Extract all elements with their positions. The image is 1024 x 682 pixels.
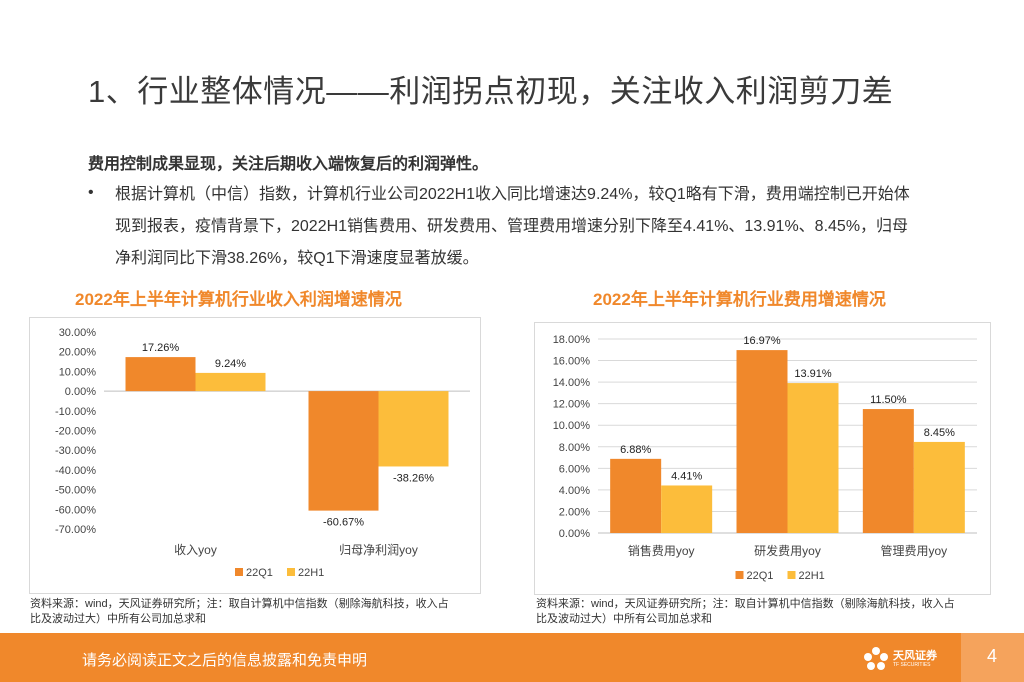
data-label: 17.26% bbox=[142, 342, 180, 354]
y-tick-label: 10.00% bbox=[59, 366, 97, 378]
bar-22H1-1 bbox=[787, 383, 839, 533]
data-label: 11.50% bbox=[870, 394, 907, 406]
bar-22H1-0 bbox=[195, 372, 266, 392]
data-label: 8.45% bbox=[924, 427, 955, 439]
data-label: 6.88% bbox=[620, 444, 651, 456]
y-tick-label: 14.00% bbox=[553, 377, 591, 389]
flower-logo-icon bbox=[864, 647, 888, 670]
category-label: 收入yoy bbox=[174, 543, 217, 557]
data-label: -60.67% bbox=[323, 517, 364, 529]
bar-22Q1-1 bbox=[736, 350, 788, 533]
y-tick-label: 16.00% bbox=[553, 356, 591, 368]
y-tick-label: -60.00% bbox=[55, 504, 96, 516]
page-tab bbox=[961, 633, 1024, 682]
y-tick-label: 2.00% bbox=[559, 506, 590, 518]
y-tick-label: -10.00% bbox=[55, 406, 96, 418]
category-label: 管理费用yoy bbox=[880, 543, 947, 558]
bar-22H1-0 bbox=[661, 485, 713, 533]
page-number: 4 bbox=[987, 646, 998, 666]
chart2-title: 2022年上半年计算机行业费用增速情况 bbox=[593, 290, 886, 309]
logo-name-en: TF SECURITIES bbox=[893, 662, 931, 668]
data-label: 4.41% bbox=[671, 470, 702, 482]
brand-logo: 天风证券 TF SECURITIES bbox=[862, 643, 942, 675]
y-tick-label: 8.00% bbox=[559, 442, 590, 454]
disclaimer-text: 请务必阅读正文之后的信息披露和免责申明 bbox=[82, 652, 368, 669]
y-tick-label: 0.00% bbox=[559, 528, 590, 540]
legend-label: 22Q1 bbox=[246, 567, 273, 579]
data-label: 13.91% bbox=[794, 368, 832, 380]
chart1-frame: 30.00% 20.00% 10.00% 0.00% -10.00% -20.00% -30… bbox=[29, 317, 481, 594]
legend-swatch-22H1 bbox=[287, 568, 295, 576]
y-tick-label: -70.00% bbox=[55, 524, 96, 536]
legend-swatch-22H1 bbox=[787, 571, 796, 579]
legend-label: 22H1 bbox=[799, 570, 825, 582]
chart1-svg: 30.00% 20.00% 10.00% 0.00% -10.00% -20.00% -30… bbox=[55, 327, 470, 579]
y-tick-label: 0.00% bbox=[65, 386, 96, 398]
logo-name-cn: 天风证券 bbox=[893, 650, 937, 662]
y-tick-label: -20.00% bbox=[55, 426, 96, 438]
y-tick-label: 12.00% bbox=[553, 399, 591, 411]
y-tick-label: 6.00% bbox=[559, 463, 590, 475]
bar-22Q1-1 bbox=[308, 391, 379, 511]
bullet-paragraph: 根据计算机（中信）指数，计算机行业公司2022H1收入同比增速达9.24%，较Q… bbox=[115, 186, 910, 267]
bar-22H1-1 bbox=[378, 391, 449, 467]
category-label: 归母净利润yoy bbox=[339, 543, 418, 557]
footer-bar: 请务必阅读正文之后的信息披露和免责申明 天风证券 TF SECURITIES 4 bbox=[0, 633, 1024, 682]
chart2-svg: 18.00% 16.00% 14.00% 12.00% 10.00% 8.00% 6.00%… bbox=[553, 334, 977, 582]
category-label: 销售费用yoy bbox=[628, 543, 695, 558]
bar-22Q1-0 bbox=[610, 458, 662, 533]
y-tick-label: -30.00% bbox=[55, 445, 96, 457]
y-tick-label: 10.00% bbox=[553, 420, 591, 432]
chart1-title: 2022年上半年计算机行业收入利润增速情况 bbox=[75, 290, 402, 309]
bullet-marker: • bbox=[88, 184, 94, 201]
y-tick-label: 4.00% bbox=[559, 485, 590, 497]
data-label: 16.97% bbox=[743, 335, 781, 347]
bar-22H1-2 bbox=[913, 441, 965, 533]
y-tick-label: 18.00% bbox=[553, 334, 591, 346]
y-tick-label: 30.00% bbox=[59, 327, 97, 339]
y-tick-label: -40.00% bbox=[55, 465, 96, 477]
bar-22Q1-0 bbox=[125, 357, 196, 392]
legend-swatch-22Q1 bbox=[735, 571, 744, 579]
legend-swatch-22Q1 bbox=[235, 568, 243, 576]
bar-22Q1-2 bbox=[862, 409, 914, 533]
chart2-frame: 18.00% 16.00% 14.00% 12.00% 10.00% 8.00% 6.00%… bbox=[534, 322, 991, 595]
legend-label: 22H1 bbox=[298, 567, 324, 579]
y-tick-label: -50.00% bbox=[55, 485, 96, 497]
data-label: 9.24% bbox=[215, 358, 246, 370]
legend-label: 22Q1 bbox=[747, 570, 774, 582]
chart2-source-note: 资料来源：wind，天风证券研究所；注：取自计算机中信指数（剔除海航科技，收入占… bbox=[536, 598, 955, 625]
y-tick-label: 20.00% bbox=[59, 347, 97, 359]
slide-title: 1、行业整体情况——利润拐点初现，关注收入利润剪刀差 bbox=[88, 74, 894, 109]
lead-statement: 费用控制成果显现，关注后期收入端恢复后的利润弹性。 bbox=[88, 156, 489, 173]
chart1-source-note: 资料来源：wind，天风证券研究所；注：取自计算机中信指数（剔除海航科技，收入占… bbox=[30, 598, 449, 625]
data-label: -38.26% bbox=[393, 472, 434, 484]
category-label: 研发费用yoy bbox=[754, 543, 821, 558]
